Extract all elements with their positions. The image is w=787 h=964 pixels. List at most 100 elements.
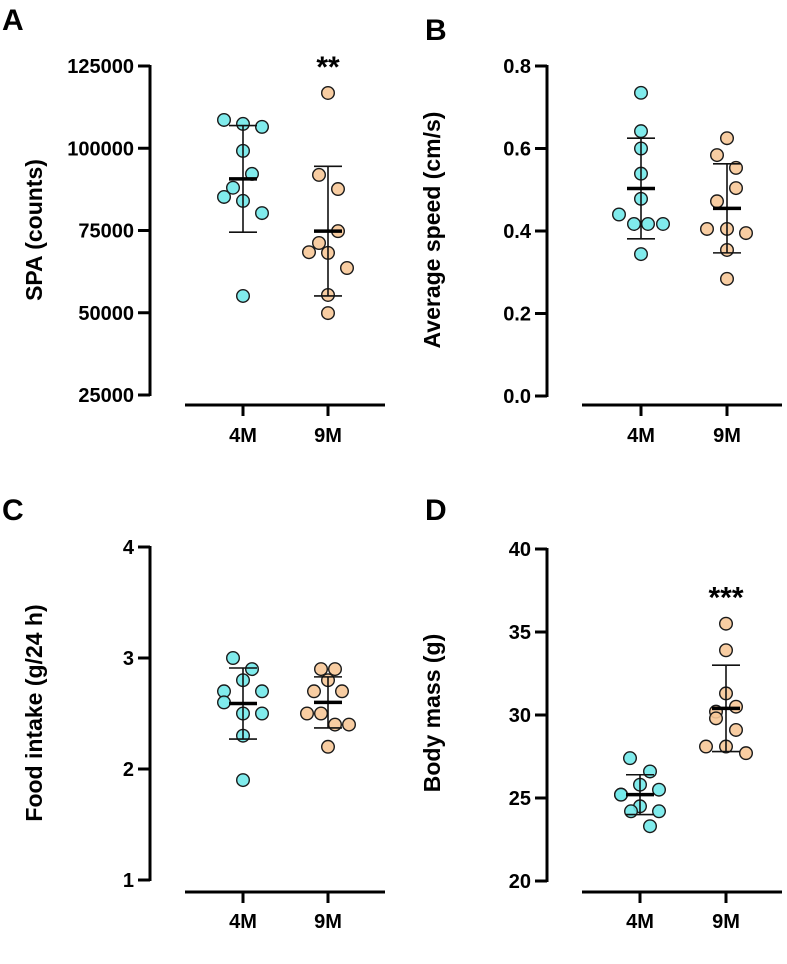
x-tick-label: 9M	[713, 425, 741, 447]
data-point	[307, 684, 322, 699]
x-tick-label: 4M	[229, 425, 257, 447]
data-point	[254, 119, 269, 134]
data-point	[314, 662, 329, 677]
data-point	[321, 306, 336, 321]
data-point	[335, 684, 350, 699]
data-point	[627, 216, 642, 231]
y-tick-label: 20	[509, 871, 531, 893]
data-point	[634, 247, 649, 262]
data-point	[729, 160, 744, 175]
data-point	[328, 662, 343, 677]
y-tick-label: 40	[509, 539, 531, 561]
data-point	[739, 226, 754, 241]
data-point	[624, 804, 639, 819]
x-tick-label: 9M	[314, 911, 342, 933]
y-tick-label: 0.4	[503, 221, 532, 243]
data-point	[254, 706, 269, 721]
data-point	[216, 189, 231, 204]
y-tick-label: 2	[123, 759, 134, 781]
data-point	[709, 711, 724, 726]
data-point	[321, 739, 336, 754]
data-point	[656, 216, 671, 231]
y-tick-label: 25000	[78, 385, 134, 407]
data-point	[643, 764, 658, 779]
y-axis-label: SPA (counts)	[21, 159, 47, 301]
data-point	[328, 717, 343, 732]
series-9m	[700, 131, 754, 286]
y-tick-label: 100000	[67, 138, 134, 160]
data-point	[710, 194, 725, 209]
y-tick-label: 30	[509, 705, 531, 727]
panel-b: B 0.0 0.2 0.4 0.6 0.8 Average speed (cm/s) 4M 9M	[419, 14, 782, 447]
panel-letter: D	[425, 494, 447, 527]
data-point	[719, 643, 734, 658]
data-point	[302, 245, 317, 260]
data-point	[321, 85, 336, 100]
y-tick-label: 0.0	[503, 386, 531, 408]
data-point	[739, 746, 754, 761]
y-tick-label: 35	[509, 622, 531, 644]
data-point	[729, 181, 744, 196]
y-axis-label: Average speed (cm/s)	[419, 112, 445, 349]
data-point	[314, 706, 329, 721]
series-9m	[300, 662, 357, 754]
panel-c: C 1 2 3 4 Food intake (g/24 h) 4M 9M	[2, 494, 385, 933]
data-point	[720, 271, 735, 286]
x-tick-label: 4M	[627, 425, 655, 447]
y-tick-label: 125000	[67, 56, 134, 78]
data-point	[623, 751, 638, 766]
data-point	[254, 684, 269, 699]
series-9m: **	[302, 51, 355, 321]
x-tick-label: 4M	[626, 911, 654, 933]
series-4m	[614, 751, 667, 834]
data-point	[225, 651, 240, 666]
panel-d: D 20 25 30 35 40 Body mass (g) 4M 9M ***	[419, 494, 782, 933]
y-tick-label: 25	[509, 788, 531, 810]
series-4m	[612, 85, 671, 262]
data-point	[699, 739, 714, 754]
data-point	[235, 773, 250, 788]
data-point	[244, 662, 259, 677]
data-point	[700, 221, 715, 236]
data-point	[641, 216, 656, 231]
data-point	[216, 112, 231, 127]
data-point	[634, 124, 649, 139]
data-point	[312, 167, 327, 182]
data-point	[300, 706, 315, 721]
panel-letter: C	[2, 494, 24, 527]
significance-marker: ***	[708, 582, 743, 615]
x-tick-label: 4M	[229, 911, 257, 933]
data-point	[340, 261, 355, 276]
y-tick-label: 3	[123, 648, 134, 670]
y-tick-label: 0.6	[503, 139, 531, 161]
data-point	[652, 804, 667, 819]
data-point	[710, 148, 725, 163]
significance-marker: **	[316, 51, 340, 84]
data-point	[331, 182, 346, 197]
data-point	[612, 207, 627, 222]
y-tick-label: 75000	[78, 221, 134, 243]
y-axis-label: Food intake (g/24 h)	[21, 604, 47, 821]
data-point	[643, 819, 658, 834]
data-point	[634, 85, 649, 100]
x-tick-label: 9M	[712, 911, 740, 933]
y-tick-label: 0.8	[503, 56, 531, 78]
series-4m	[216, 651, 269, 788]
y-axis-label: Body mass (g)	[419, 634, 445, 792]
data-point	[719, 616, 734, 631]
data-point	[720, 131, 735, 146]
y-tick-label: 50000	[78, 303, 134, 325]
data-point	[312, 236, 327, 251]
data-point	[729, 722, 744, 737]
y-tick-label: 0.2	[503, 304, 531, 326]
panel-letter: A	[2, 4, 24, 37]
series-4m	[216, 112, 269, 303]
data-point	[254, 206, 269, 221]
panel-letter: B	[425, 14, 447, 47]
data-point	[614, 787, 629, 802]
data-point	[216, 695, 231, 710]
data-point	[652, 782, 667, 797]
x-tick-label: 9M	[314, 425, 342, 447]
data-point	[235, 288, 250, 303]
